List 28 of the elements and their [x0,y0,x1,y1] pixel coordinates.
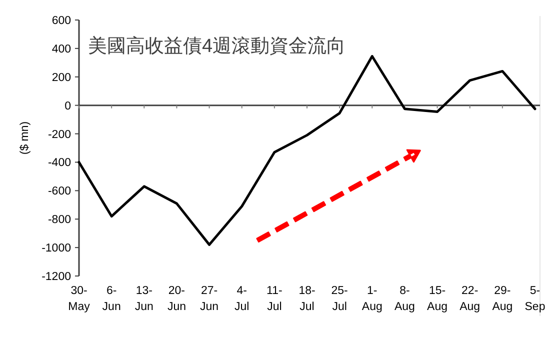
x-tick-label: 25-Jul [331,285,348,313]
x-tick-label: 6-Jun [102,285,121,313]
y-tick-label: 400 [52,43,71,56]
y-tick-label: 200 [52,72,71,84]
y-tick-label: -800 [48,214,71,226]
x-tick-label: 30-May [68,285,90,313]
x-tick-label: 8-Aug [394,285,415,313]
y-tick-label: -400 [48,157,71,170]
x-tick-label: 27-Jun [200,285,219,313]
y-tick-label: -200 [48,128,71,141]
x-tick-label: 13-Jun [134,285,154,313]
y-tick-label: 600 [52,15,71,27]
x-tick-label: 11-Jul [266,285,282,313]
x-tick-label: 22-Aug [460,285,480,313]
y-tick-label: -600 [48,186,71,198]
text: 美國高收益債4週滾動資金流向 [88,35,346,57]
y-tick-label: -1200 [42,271,71,283]
x-tick-label: 5-Sep [524,285,546,313]
y-axis-title: ($ mn) [19,121,31,155]
x-tick-label: 4-Jul [234,285,250,313]
y-tick-label: 0 [64,100,71,112]
x-tick-label: 20-Jun [167,285,186,313]
y-tick-label: -1000 [42,242,71,255]
x-tick-label: 18-Jul [298,285,316,313]
x-tick-label: 1-Aug [362,285,382,313]
x-tick-label: 29-Aug [492,285,513,313]
x-tick-label: 15-Aug [427,285,448,313]
line-series [78,55,536,246]
